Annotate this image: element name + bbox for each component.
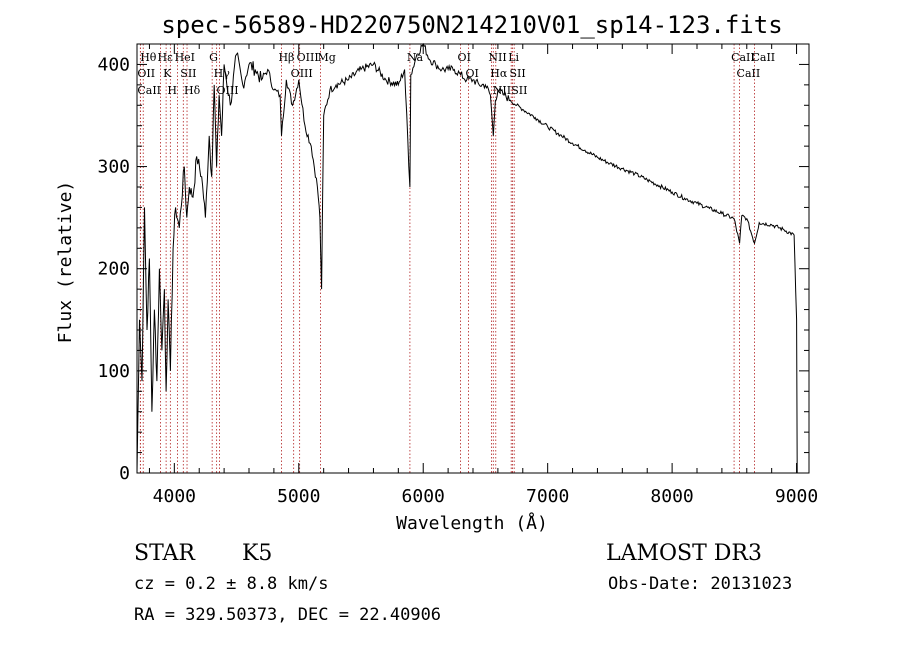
y-tick-label: 0 — [119, 463, 130, 484]
line-marker-label: Li — [508, 51, 519, 64]
line-marker-label: OIII — [297, 51, 319, 64]
redshift-cz: cz = 0.2 ± 8.8 km/s — [134, 574, 328, 594]
line-marker-label: SII — [509, 67, 525, 80]
line-marker-label: Hα — [490, 67, 508, 80]
line-marker-label: CaII — [737, 67, 761, 80]
line-marker-label: CaII — [751, 51, 775, 64]
y-tick-label: 400 — [97, 54, 130, 75]
line-marker-label: G — [209, 51, 218, 64]
y-tick-label: 100 — [97, 361, 130, 382]
coordinates: RA = 329.50373, DEC = 22.40906 — [134, 605, 441, 625]
x-tick-label: 8000 — [650, 486, 693, 507]
x-axis: 4000 5000 6000 7000 8000 9000 — [148, 44, 818, 507]
survey-name: LAMOST DR3 — [606, 541, 762, 566]
observation-date: Obs-Date: 20131023 — [608, 574, 792, 594]
line-marker-label: CaII — [137, 84, 161, 97]
x-tick-label: 6000 — [402, 486, 445, 507]
x-tick-label: 5000 — [277, 486, 320, 507]
line-marker-label: OII — [137, 67, 155, 80]
line-marker-label: CaII — [731, 51, 755, 64]
x-tick-label: 7000 — [526, 486, 569, 507]
line-marker-label: HeI — [175, 51, 195, 64]
line-marker-label: Hδ — [184, 84, 201, 97]
line-marker-label: NII — [488, 51, 506, 64]
object-class: STAR — [134, 541, 196, 566]
line-marker-label: Hθ — [140, 51, 157, 64]
line-marker-label: Hε — [158, 51, 174, 64]
line-marker-label: Mg — [318, 51, 336, 64]
x-tick-label: 9000 — [775, 486, 818, 507]
x-axis-label: Wavelength (Å) — [396, 512, 548, 534]
y-axis: 0 100 200 300 400 — [97, 43, 809, 484]
line-marker-label: Hγ — [214, 67, 231, 80]
line-marker-label: OIII — [291, 67, 313, 80]
y-tick-label: 200 — [97, 259, 130, 280]
x-tick-label: 4000 — [153, 486, 196, 507]
line-marker-label: OI — [458, 51, 471, 64]
line-marker-label: H — [167, 84, 177, 97]
line-marker-label: SII — [180, 67, 196, 80]
line-marker-label: OI — [466, 67, 479, 80]
y-axis-label: Flux (relative) — [55, 181, 76, 344]
line-marker-label: SII — [511, 84, 527, 97]
y-tick-label: 300 — [97, 157, 130, 178]
object-subclass: K5 — [242, 541, 272, 566]
spectrum-line — [136, 42, 798, 474]
plot-frame — [136, 43, 810, 474]
chart-title: spec-56589-HD220750N214210V01_sp14-123.f… — [161, 11, 782, 39]
line-marker-label: Hβ — [278, 51, 294, 64]
line-marker-label: K — [163, 67, 172, 80]
line-markers — [139, 44, 755, 473]
